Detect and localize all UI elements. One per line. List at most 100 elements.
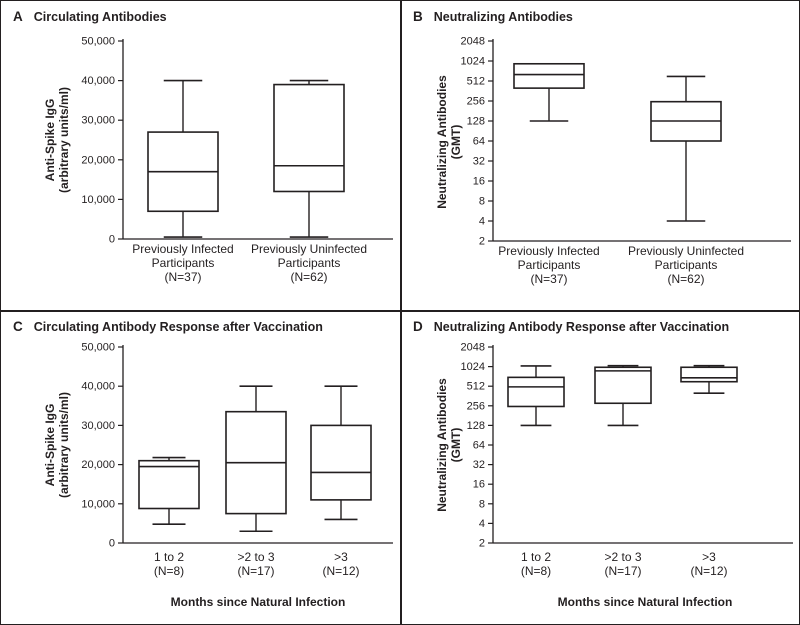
panel-b-title: Neutralizing Antibodies — [433, 10, 573, 24]
y-tick-label: 2 — [479, 236, 485, 248]
y-tick-label: 40,000 — [81, 381, 115, 393]
box — [680, 366, 738, 383]
x-category-label: (N=62) — [290, 270, 327, 284]
y-tick-label: 0 — [109, 234, 115, 246]
x-category-label: (N=12) — [690, 564, 727, 578]
y-tick-label: 8 — [479, 196, 485, 208]
y-tick-label: 10,000 — [81, 498, 115, 510]
x-category-label: Participants — [655, 258, 718, 272]
box — [138, 459, 200, 510]
vertical-divider — [400, 1, 402, 624]
x-category-label: Participants — [152, 256, 215, 270]
box-plot: 1 to 2(N=8) — [138, 456, 200, 578]
y-tick-label: 2 — [479, 538, 485, 550]
panel-c-title: Circulating Antibody Response after Vacc… — [33, 320, 323, 334]
panel-c-header: C Circulating Antibody Response after Vac… — [13, 319, 323, 334]
x-category-label: >3 — [334, 550, 348, 564]
x-category-label: >2 to 3 — [604, 550, 641, 564]
box — [310, 424, 372, 501]
panel-d-x-axis-title: Months since Natural Infection — [557, 595, 733, 609]
panel-c-x-axis-title: Months since Natural Infection — [170, 595, 346, 609]
y-tick-label: 30,000 — [81, 420, 115, 432]
y-tick-label: 50,000 — [81, 36, 115, 48]
box-plot: >3(N=12) — [680, 364, 738, 578]
panel-d-header: D Neutralizing Antibody Response after Va… — [413, 319, 729, 334]
box-plot: 1 to 2(N=8) — [507, 365, 565, 578]
y-tick-label: 40,000 — [81, 75, 115, 87]
y-tick-label: 50,000 — [81, 342, 115, 354]
x-category-label: (N=8) — [521, 564, 551, 578]
panel-a-plot: 0 10,000 20,000 30,000 40,000 50,000 Previousl… — [81, 36, 393, 284]
panel-b-plot: 2048 1024 512 256 128 64 32 16 8 4 2 Previously Inf… — [461, 36, 791, 286]
box — [273, 83, 345, 193]
y-tick-label: 16 — [473, 479, 485, 491]
panel-a-label: A — [13, 9, 23, 24]
y-tick-label: 16 — [473, 176, 485, 188]
y-tick-label: 64 — [473, 136, 485, 148]
y-tick-label: 32 — [473, 156, 485, 168]
y-tick-label: 2048 — [461, 36, 485, 48]
y-tick-label: 4 — [479, 518, 485, 530]
horizontal-divider — [1, 310, 799, 312]
x-category-label: 1 to 2 — [154, 550, 184, 564]
x-category-label: Participants — [518, 258, 581, 272]
y-tick-label: 128 — [467, 420, 485, 432]
panel-d-label: D — [413, 319, 423, 334]
x-category-label: Previously Uninfected — [251, 242, 367, 256]
x-category-label: (N=17) — [604, 564, 641, 578]
y-tick-label: 30,000 — [81, 115, 115, 127]
y-tick-label: 10,000 — [81, 194, 115, 206]
panel-b-neutralizing-antibodies: B Neutralizing Antibodies Neutralizing An… — [401, 1, 799, 311]
box-plot: >3(N=12) — [310, 385, 372, 578]
panel-b-header: B Neutralizing Antibodies — [413, 9, 573, 24]
x-category-label: (N=37) — [530, 272, 567, 286]
y-tick-label: 512 — [467, 381, 485, 393]
x-category-label: >2 to 3 — [237, 550, 274, 564]
x-category-label: Participants — [278, 256, 341, 270]
y-tick-label: 256 — [467, 400, 485, 412]
x-category-label: Previously Infected — [132, 242, 233, 256]
y-tick-label: 512 — [467, 76, 485, 88]
x-category-label: (N=12) — [322, 564, 359, 578]
x-category-label: Previously Infected — [498, 244, 599, 258]
y-tick-label: 32 — [473, 459, 485, 471]
y-tick-label: 20,000 — [81, 459, 115, 471]
y-tick-label: 8 — [479, 498, 485, 510]
y-tick-label: 256 — [467, 96, 485, 108]
x-category-label: (N=62) — [667, 272, 704, 286]
panel-d-title: Neutralizing Antibody Response after Vac… — [433, 320, 730, 334]
y-tick-label: 0 — [109, 538, 115, 550]
x-category-label: (N=17) — [237, 564, 274, 578]
panel-b-label: B — [413, 9, 423, 24]
y-tick-label: 128 — [467, 116, 485, 128]
panel-d-plot: 2048 1024 512 256 128 64 32 16 8 4 2 1 to 2(N=8) >2 … — [461, 342, 793, 578]
x-category-label: (N=8) — [154, 564, 184, 578]
panel-a-circulating-antibodies: A Circulating Antibodies Anti-Spike IgG (… — [1, 1, 401, 311]
x-category-label: (N=37) — [164, 270, 201, 284]
y-tick-label: 4 — [479, 216, 485, 228]
y-tick-label: 1024 — [461, 361, 485, 373]
panel-a-title: Circulating Antibodies — [33, 10, 167, 24]
x-category-label: 1 to 2 — [521, 550, 551, 564]
x-category-label: Previously Uninfected — [628, 244, 744, 258]
y-tick-label: 20,000 — [81, 154, 115, 166]
box — [513, 62, 585, 89]
y-tick-label: 64 — [473, 440, 485, 452]
x-category-label: >3 — [702, 550, 716, 564]
box — [507, 376, 565, 408]
y-tick-label: 1024 — [461, 56, 485, 68]
y-tick-label: 2048 — [461, 342, 485, 354]
box-plot: >2 to 3(N=17) — [225, 385, 287, 578]
box-plot: >2 to 3(N=17) — [594, 364, 652, 578]
box — [594, 366, 652, 405]
panel-c-label: C — [13, 319, 23, 334]
panel-c-circulating-after-vaccination: C Circulating Antibody Response after Vac… — [1, 311, 401, 624]
panel-a-header: A Circulating Antibodies — [13, 9, 167, 24]
panel-d-neutralizing-after-vaccination: D Neutralizing Antibody Response after Va… — [401, 311, 799, 624]
